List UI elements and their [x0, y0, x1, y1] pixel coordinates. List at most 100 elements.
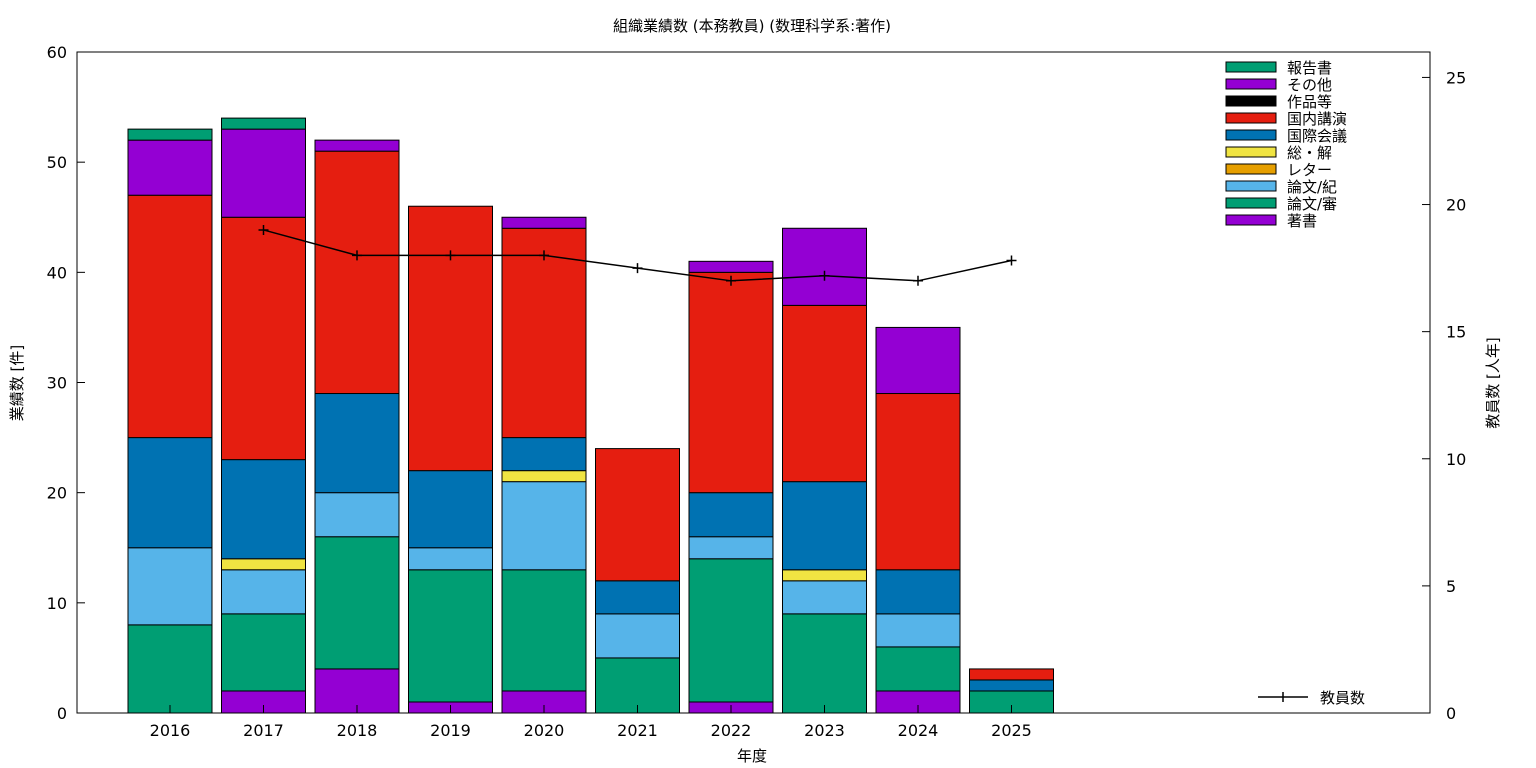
bar-segment: [875, 326, 961, 395]
x-tick-label: 2018: [337, 721, 378, 740]
legend-label: レター: [1287, 161, 1332, 179]
bar-segment: [408, 470, 493, 549]
bar-segment: [875, 613, 961, 648]
legend-swatch: [1225, 61, 1277, 73]
legend-swatch: [1225, 146, 1277, 158]
bar-segment: [408, 547, 493, 571]
legend-label: 論文/紀: [1287, 178, 1337, 196]
bar-segment: [501, 227, 587, 439]
y-axis-label: 業績数 [件]: [8, 345, 26, 421]
legend-label: 作品等: [1287, 93, 1332, 111]
line-series-group: [258, 224, 1017, 286]
legend-swatch: [1225, 112, 1277, 124]
legend-line-label: 教員数: [1320, 689, 1365, 707]
line-series-point: [352, 250, 362, 261]
x-axis-label: 年度: [737, 747, 767, 765]
bar-segment: [408, 205, 493, 472]
bar-segment: [221, 117, 306, 130]
legend-swatch: [1225, 163, 1277, 175]
bar-segment: [314, 393, 400, 494]
x-tick-label: 2016: [150, 721, 191, 740]
bar-segment: [875, 569, 961, 615]
bar-segment: [314, 492, 400, 538]
x-tick-label: 2023: [804, 721, 845, 740]
bars-group: [127, 117, 1054, 714]
legend-swatch: [1225, 78, 1277, 90]
x-tick-label: 2020: [524, 721, 565, 740]
bar-segment: [595, 448, 680, 582]
bar-segment: [314, 139, 400, 152]
bar-segment: [127, 139, 213, 196]
bar-segment: [688, 536, 774, 560]
bar-segment: [501, 481, 587, 571]
legend-swatch: [1225, 197, 1277, 209]
y2-tick-label: 25: [1446, 68, 1466, 87]
bar-segment: [782, 613, 867, 714]
bar-segment: [221, 459, 306, 560]
bar-segment: [221, 216, 306, 461]
legend-label: 国内講演: [1287, 110, 1347, 128]
y-tick-label: 30: [47, 374, 67, 393]
bar-segment: [595, 657, 680, 714]
bar-segment: [782, 304, 867, 483]
bar-segment: [501, 216, 587, 229]
bar-segment: [127, 547, 213, 626]
bar-segment: [875, 393, 961, 571]
bar-segment: [221, 558, 306, 571]
bar-segment: [408, 569, 493, 703]
y-tick-label: 60: [47, 43, 67, 62]
bar-segment: [688, 260, 774, 273]
bar-segment: [501, 437, 587, 472]
y2-tick-label: 5: [1446, 577, 1456, 596]
y-tick-label: 40: [47, 263, 67, 282]
legend-swatch: [1225, 180, 1277, 192]
bar-segment: [501, 470, 587, 483]
bar-segment: [314, 150, 400, 395]
x-tick-label: 2019: [430, 721, 471, 740]
y-tick-label: 10: [47, 594, 67, 613]
x-tick-label: 2024: [898, 721, 939, 740]
legend-label: 報告書: [1287, 59, 1332, 77]
y-tick-label: 20: [47, 484, 67, 503]
line-series-point: [539, 250, 549, 261]
line-series-point: [726, 275, 736, 286]
y2-tick-label: 20: [1446, 196, 1466, 215]
line-series-point: [819, 270, 830, 281]
bar-segment: [688, 492, 774, 538]
bar-segment: [127, 128, 213, 141]
bar-segment: [127, 437, 213, 549]
legend-label: 国際会議: [1287, 127, 1347, 145]
y2-tick-label: 0: [1446, 704, 1456, 723]
x-tick-label: 2021: [617, 721, 658, 740]
bar-segment: [221, 613, 306, 692]
y-tick-label: 50: [47, 153, 67, 172]
bar-segment: [221, 128, 306, 218]
line-series-point: [1006, 255, 1017, 266]
line-series-point: [258, 224, 269, 235]
bar-segment: [782, 580, 867, 615]
y2-tick-label: 10: [1446, 450, 1466, 469]
legend-swatch: [1225, 214, 1277, 226]
bar-segment: [782, 227, 867, 306]
legend-swatch: [1225, 129, 1277, 141]
line-series-point: [445, 250, 456, 261]
bar-segment: [688, 558, 774, 703]
bar-segment: [969, 668, 1054, 681]
line-series-point: [913, 275, 923, 286]
legend-swatch: [1225, 95, 1277, 107]
legend-label: 論文/審: [1287, 195, 1337, 213]
y-tick-label: 0: [57, 704, 67, 723]
legend-label: その他: [1287, 76, 1332, 94]
bar-segment: [127, 624, 213, 714]
line-series-point: [632, 263, 643, 274]
bar-segment: [782, 481, 867, 571]
bar-segment: [688, 271, 774, 494]
legend-label: 著書: [1287, 212, 1317, 230]
legend-label: 総・解: [1287, 144, 1332, 162]
bar-segment: [595, 580, 680, 615]
bar-segment: [221, 569, 306, 615]
bar-segment: [782, 569, 867, 582]
y2-axis-label: 教員数 [人年]: [1484, 337, 1502, 428]
